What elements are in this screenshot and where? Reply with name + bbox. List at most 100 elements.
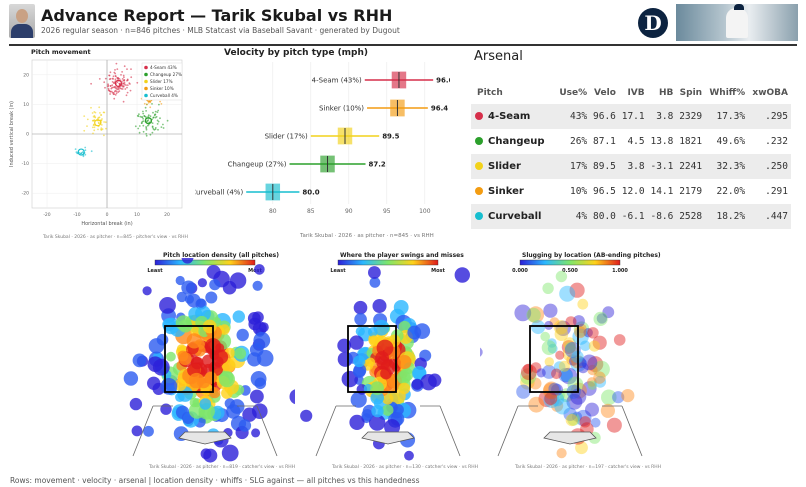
data-point: [115, 62, 118, 65]
x-tick-label: 80: [269, 208, 277, 215]
pitch-name: 4-Seam: [488, 111, 531, 122]
movement-title: Pitch movement: [31, 48, 91, 56]
data-point: [114, 69, 116, 71]
density-blob: [174, 378, 187, 391]
heatmap-2-credit: Tarik Skubal · 2026 · as pitcher · n=130…: [332, 465, 479, 470]
density-blob: [247, 312, 261, 325]
series-mean-marker: [94, 119, 102, 127]
series-2: [134, 103, 169, 137]
y-tick-label: 20: [23, 72, 29, 78]
data-point: [128, 82, 131, 84]
data-point: [140, 122, 143, 124]
density-blob: [184, 294, 194, 304]
batters-box-left: [132, 405, 154, 457]
data-point: [109, 93, 111, 95]
data-point: [104, 77, 107, 80]
density-blob: [528, 396, 545, 413]
density-blob: [250, 389, 264, 404]
density-blob: [382, 393, 394, 405]
table-row: Changeup 26% 87.1 4.5 13.8 1821 49.6% .2…: [471, 129, 791, 154]
data-point: [114, 87, 117, 89]
movement-chart: -20 -10 0 10 20 20 10 0 -10 -20 Horizontal break (…: [9, 59, 183, 227]
data-point: [117, 88, 120, 91]
density-blob: [520, 368, 537, 385]
density-blob: [397, 370, 411, 385]
data-point: [114, 72, 117, 75]
data-point: [109, 90, 112, 93]
arsenal-table: Pitch Use% Velo IVB HB Spin Whiff% xwOBA…: [471, 82, 791, 229]
data-point: [166, 119, 169, 122]
density-blob: [218, 371, 235, 388]
data-point: [123, 79, 126, 81]
data-point: [125, 94, 128, 97]
data-point: [146, 103, 148, 106]
legend-label: Slider 17%: [150, 79, 173, 84]
category-label: 4-Seam (43%): [312, 77, 362, 85]
data-point: [107, 84, 110, 87]
data-point: [114, 75, 117, 77]
data-point: [126, 79, 129, 81]
data-point: [145, 133, 148, 135]
category-label: Slider (17%): [265, 133, 308, 141]
data-point: [93, 126, 96, 129]
density-blob: [542, 282, 554, 294]
density-blob: [209, 387, 221, 399]
density-blob: [204, 371, 217, 385]
data-point: [152, 111, 154, 114]
density-blob: [411, 378, 423, 390]
density-blob: [527, 306, 545, 324]
density-blob: [585, 402, 599, 417]
density-blob: [353, 363, 367, 377]
density-blob: [612, 391, 625, 404]
use-cell: 26%: [569, 136, 588, 147]
density-blob: [199, 398, 212, 410]
data-point: [144, 106, 147, 109]
density-blob: [577, 358, 587, 369]
pitch-color-dot: [475, 212, 483, 220]
data-point: [123, 76, 125, 79]
data-point: [151, 131, 154, 134]
data-point: [129, 89, 132, 92]
density-layer: [123, 258, 295, 463]
pitch-name: Curveball: [488, 211, 542, 222]
density-blob: [219, 324, 230, 335]
density-blob: [159, 297, 176, 314]
density-blob: [564, 342, 576, 353]
heatmap-1-credit: Tarik Skubal · 2026 · as pitcher · n=819…: [149, 465, 296, 470]
player-headshot: [9, 4, 35, 38]
data-point: [94, 116, 97, 119]
hb-cell: -3.1: [647, 154, 677, 179]
data-point: [82, 155, 85, 158]
density-blob: [571, 411, 583, 422]
data-point: [134, 125, 137, 128]
data-point: [111, 84, 114, 87]
ivb-cell: 17.1: [618, 104, 648, 129]
density-blob: [560, 369, 573, 382]
col-spin: Spin: [679, 88, 703, 98]
data-point: [108, 74, 111, 77]
data-point: [149, 106, 152, 109]
density-blob: [551, 399, 564, 412]
data-point: [93, 119, 96, 121]
data-point: [109, 85, 112, 87]
density-blob: [353, 300, 368, 315]
data-point: [143, 115, 146, 118]
data-point: [138, 113, 140, 116]
density-blob: [566, 393, 583, 410]
density-blob: [160, 403, 172, 415]
whiff-cell: 49.6%: [716, 136, 746, 147]
density-blob: [555, 270, 568, 283]
density-blob: [577, 298, 589, 310]
velocity-chart: 80 85 90 95 100 4-Seam (43%) 96.6 Sinker (10%) 9…: [195, 62, 450, 215]
legend-marker: [144, 86, 148, 91]
density-blob: [613, 334, 626, 346]
data-point: [101, 118, 103, 120]
density-blob: [196, 298, 206, 308]
data-point: [122, 100, 125, 103]
spin-cell: 2241: [676, 154, 706, 179]
density-blob: [369, 335, 379, 345]
xwoba-cell: .291: [765, 186, 788, 197]
legend-marker: [144, 79, 148, 84]
x-tick-label: 0: [106, 212, 109, 218]
pitch-color-dot: [475, 162, 483, 170]
